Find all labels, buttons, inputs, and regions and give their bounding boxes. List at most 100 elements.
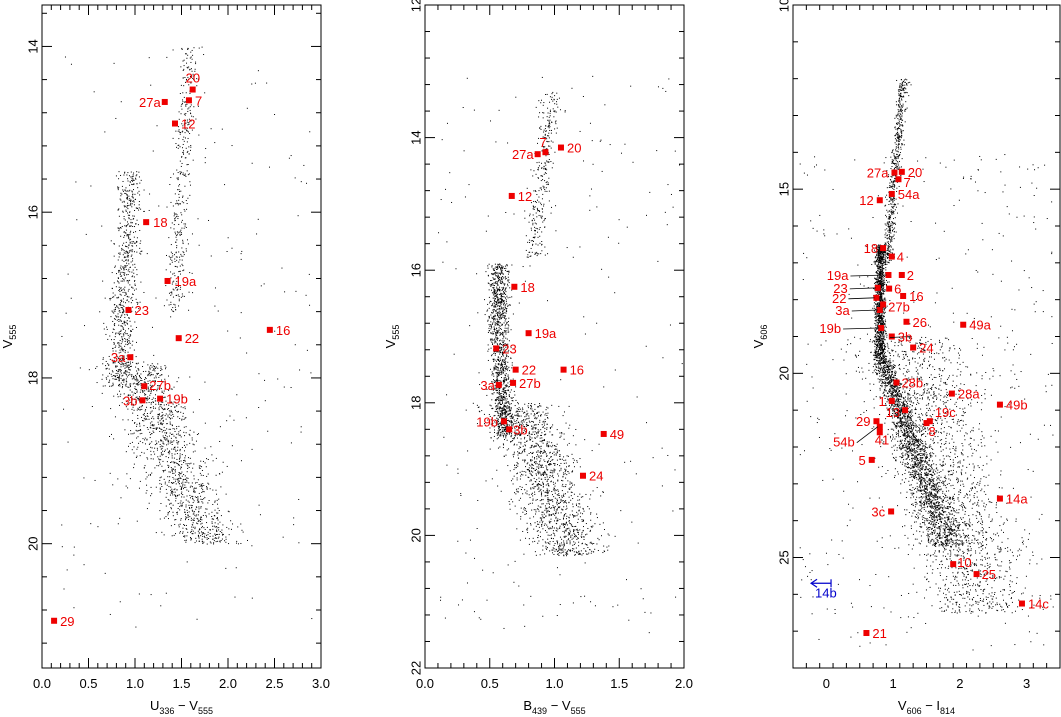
field-star bbox=[159, 488, 161, 490]
field-star bbox=[117, 342, 119, 344]
field-star bbox=[547, 444, 549, 446]
field-star bbox=[497, 421, 499, 423]
field-star bbox=[165, 592, 167, 594]
field-star bbox=[512, 501, 514, 503]
field-star bbox=[503, 406, 505, 408]
field-star bbox=[154, 398, 156, 400]
field-star bbox=[126, 371, 128, 373]
field-star bbox=[500, 415, 502, 417]
field-star bbox=[61, 546, 63, 548]
field-star bbox=[507, 343, 509, 345]
field-star bbox=[178, 475, 180, 477]
field-star bbox=[131, 177, 133, 179]
field-star bbox=[129, 181, 131, 183]
field-star bbox=[129, 234, 131, 236]
field-star bbox=[497, 305, 499, 307]
field-star bbox=[135, 377, 137, 379]
field-star bbox=[555, 230, 557, 232]
field-star bbox=[540, 450, 542, 452]
field-star bbox=[504, 374, 506, 376]
field-star bbox=[496, 328, 498, 330]
field-star bbox=[166, 436, 168, 438]
field-star bbox=[568, 532, 570, 534]
field-star bbox=[125, 232, 127, 234]
field-star bbox=[507, 279, 509, 281]
field-star bbox=[112, 378, 114, 380]
field-star bbox=[122, 327, 124, 329]
field-star bbox=[493, 268, 495, 270]
field-star bbox=[185, 137, 187, 139]
field-star bbox=[114, 323, 116, 325]
field-star bbox=[560, 469, 562, 471]
field-star bbox=[132, 184, 134, 186]
field-star bbox=[508, 413, 510, 415]
field-star bbox=[198, 244, 200, 246]
field-star bbox=[175, 143, 177, 145]
field-star bbox=[575, 525, 577, 527]
field-star bbox=[169, 432, 171, 434]
field-star bbox=[120, 333, 122, 335]
field-star bbox=[500, 396, 502, 398]
field-star bbox=[160, 388, 162, 390]
field-star bbox=[535, 474, 537, 476]
field-star bbox=[183, 254, 185, 256]
field-star bbox=[496, 405, 498, 407]
field-star bbox=[545, 137, 547, 139]
field-star bbox=[538, 480, 540, 482]
field-star bbox=[176, 169, 178, 171]
field-star bbox=[181, 201, 183, 203]
field-star bbox=[514, 423, 516, 425]
field-star bbox=[499, 351, 501, 353]
field-star bbox=[172, 477, 174, 479]
field-star bbox=[532, 421, 534, 423]
field-star bbox=[178, 126, 180, 128]
field-star bbox=[499, 317, 501, 319]
field-star bbox=[153, 451, 155, 453]
field-star bbox=[513, 453, 515, 455]
field-star bbox=[494, 365, 496, 367]
field-star bbox=[185, 539, 187, 541]
field-star bbox=[166, 432, 168, 434]
field-star bbox=[257, 70, 259, 72]
field-star bbox=[190, 539, 192, 541]
field-star bbox=[198, 501, 200, 503]
field-star bbox=[508, 340, 510, 342]
field-star bbox=[491, 304, 493, 306]
field-star bbox=[496, 330, 498, 332]
field-star bbox=[496, 334, 498, 336]
field-star bbox=[65, 312, 67, 314]
field-star bbox=[534, 229, 536, 231]
field-star bbox=[583, 510, 585, 512]
field-star bbox=[180, 466, 182, 468]
field-star bbox=[495, 334, 497, 336]
field-star bbox=[563, 545, 565, 547]
field-star bbox=[498, 413, 500, 415]
field-star bbox=[497, 418, 499, 420]
field-star bbox=[557, 506, 559, 508]
field-star bbox=[135, 383, 137, 385]
field-star bbox=[502, 380, 504, 382]
field-star bbox=[541, 250, 543, 252]
field-star bbox=[189, 149, 191, 151]
field-star bbox=[499, 353, 501, 355]
field-star bbox=[502, 388, 504, 390]
field-star bbox=[176, 426, 178, 428]
field-star bbox=[505, 406, 507, 408]
field-star bbox=[194, 68, 196, 70]
field-star bbox=[144, 443, 146, 445]
field-star bbox=[495, 399, 497, 401]
field-star bbox=[550, 212, 552, 214]
field-star bbox=[221, 471, 223, 473]
field-star bbox=[548, 500, 550, 502]
field-star bbox=[114, 378, 116, 380]
field-star bbox=[550, 456, 552, 458]
field-star bbox=[502, 369, 504, 371]
field-star bbox=[184, 536, 186, 538]
field-star bbox=[274, 330, 276, 332]
field-star bbox=[182, 407, 184, 409]
field-star bbox=[128, 175, 130, 177]
field-star bbox=[498, 406, 500, 408]
field-star bbox=[114, 310, 116, 312]
field-star bbox=[135, 223, 137, 225]
field-star bbox=[500, 295, 502, 297]
